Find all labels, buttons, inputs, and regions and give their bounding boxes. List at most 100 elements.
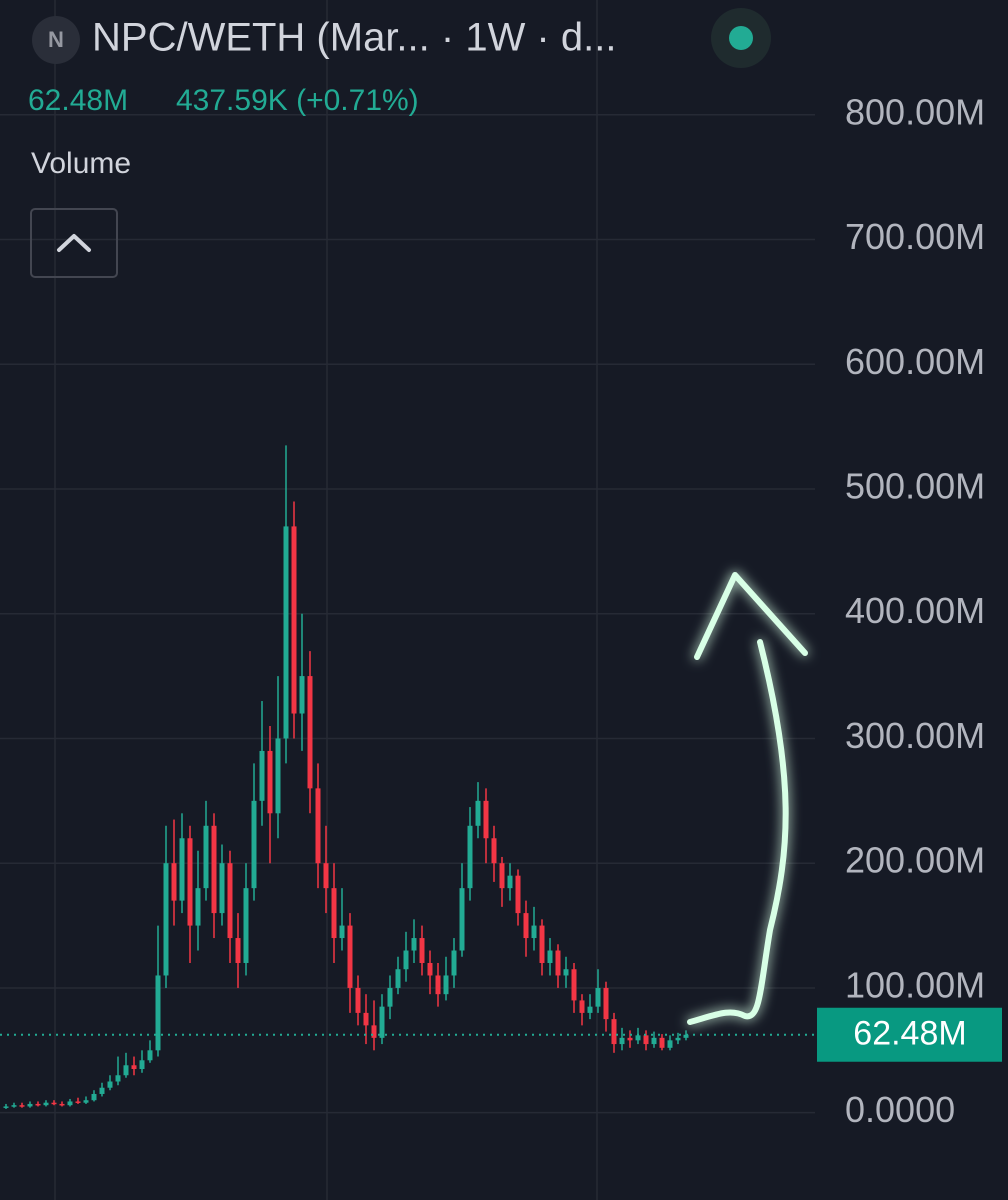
candle-body (107, 1081, 113, 1088)
candle-body (27, 1103, 33, 1107)
candle-body (595, 987, 601, 1007)
candle-body (635, 1035, 641, 1041)
candle-body (267, 750, 273, 814)
status-dot (729, 26, 753, 50)
candle-body (675, 1037, 681, 1041)
candle-body (571, 969, 577, 1001)
candle-body (683, 1034, 689, 1038)
candle-body (19, 1105, 25, 1107)
y-tick-label: 400.00M (845, 590, 985, 631)
y-tick-label: 800.00M (845, 91, 985, 132)
hand-drawn-arrow (687, 639, 789, 1025)
candle-body (459, 888, 465, 951)
candle-body (603, 987, 609, 1020)
y-tick-label: 100.00M (845, 964, 985, 1005)
candle-body (179, 838, 185, 901)
candle-body (251, 800, 257, 889)
candle-body (579, 1000, 585, 1013)
candle-body (227, 863, 233, 939)
candle-body (3, 1106, 9, 1108)
candle-body (555, 950, 561, 976)
symbol-icon (32, 16, 80, 64)
candle-body (667, 1040, 673, 1048)
candle-body (651, 1037, 657, 1045)
last-price-label: 62.48M (853, 1015, 966, 1053)
candle-body (475, 800, 481, 826)
candle-body (171, 863, 177, 901)
candle-body (467, 825, 473, 889)
collapse-button[interactable] (30, 208, 118, 278)
candle-body (363, 1012, 369, 1026)
candle-body (491, 838, 497, 864)
candle-body (275, 738, 281, 814)
hand-drawn-arrow-head (694, 572, 808, 660)
candle-body (387, 987, 393, 1007)
y-tick-label: 200.00M (845, 840, 985, 881)
candle-body (291, 526, 297, 714)
candle-body (563, 969, 569, 976)
candle-body (115, 1075, 121, 1082)
indicator-label: Volume (31, 147, 131, 180)
candle-body (371, 1025, 377, 1038)
last-price: 62.48M (28, 84, 128, 117)
y-tick-label: 700.00M (845, 216, 985, 257)
candle-body (35, 1103, 41, 1106)
candle-body (451, 950, 457, 976)
candle-body (99, 1087, 105, 1094)
symbol-title[interactable]: NPC/WETH (Mar... · 1W · d... (92, 16, 616, 60)
candle-body (139, 1060, 145, 1070)
candle-body (611, 1019, 617, 1045)
candle-body (659, 1037, 665, 1048)
candle-body (91, 1093, 97, 1101)
price-change: 437.59K (+0.71%) (176, 84, 419, 117)
candle-body (155, 975, 161, 1051)
candle-body (587, 1006, 593, 1013)
candle-body (195, 888, 201, 926)
candle-body (43, 1102, 49, 1106)
candle-body (339, 925, 345, 939)
y-tick-label: 300.00M (845, 715, 985, 756)
candle-body (235, 938, 241, 963)
candle-body (395, 969, 401, 988)
candle-body (539, 925, 545, 963)
candle-body (507, 875, 513, 889)
candle-body (619, 1037, 625, 1045)
candle-body (331, 888, 337, 939)
candle-body (11, 1105, 17, 1107)
candle-body (547, 950, 553, 963)
candle-body (147, 1050, 153, 1061)
grid (0, 0, 815, 1200)
candle-body (435, 975, 441, 995)
candle-body (531, 925, 537, 939)
candle-body (83, 1100, 89, 1103)
candle-body (219, 863, 225, 914)
candle-body (643, 1035, 649, 1045)
candles (3, 445, 689, 1109)
candle-body (419, 938, 425, 963)
candle-body (443, 975, 449, 995)
candle-body (59, 1103, 65, 1106)
candle-body (67, 1101, 73, 1106)
candle-body (51, 1102, 57, 1105)
candle-body (347, 925, 353, 988)
candle-body (515, 875, 521, 914)
candle-body (259, 750, 265, 801)
candle-body (163, 863, 169, 976)
candle-body (627, 1037, 633, 1041)
candle-body (299, 676, 305, 714)
chevron-up-icon (57, 234, 91, 252)
y-tick-label: 500.00M (845, 465, 985, 506)
candle-body (499, 863, 505, 889)
candle-body (187, 838, 193, 926)
candle-body (355, 987, 361, 1013)
candle-body (211, 825, 217, 914)
candle-body (203, 825, 209, 889)
candle-body (403, 950, 409, 970)
symbol-icon-letter: N (48, 27, 64, 52)
y-tick-label: 0.0000 (845, 1089, 955, 1130)
candle-body (307, 676, 313, 789)
candle-body (243, 888, 249, 963)
candle-body (283, 526, 289, 739)
candle-body (411, 938, 417, 951)
